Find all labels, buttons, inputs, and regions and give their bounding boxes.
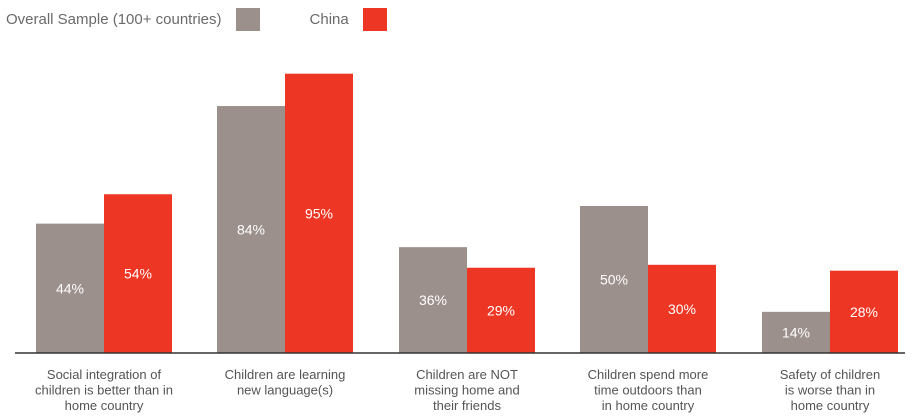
value-label-china-1: 95% — [305, 205, 333, 221]
value-label-china-4: 28% — [850, 304, 878, 320]
bar-china-0 — [104, 194, 172, 353]
legend-item-china: China — [309, 7, 387, 31]
value-label-overall-2: 36% — [419, 292, 447, 308]
bar-china-3 — [648, 264, 716, 353]
value-label-china-3: 30% — [668, 301, 696, 317]
legend-item-overall: Overall Sample (100+ countries) — [6, 7, 260, 31]
legend-swatch-overall — [235, 7, 260, 31]
legend-swatch-china — [362, 7, 387, 31]
category-label-1: Children are learning new language(s) — [225, 367, 346, 398]
category-label-2: Children are NOT missing home and their fr… — [414, 367, 520, 413]
bar-china-1 — [285, 73, 353, 353]
legend-label-china: China — [309, 10, 349, 28]
legend-label-overall: Overall Sample (100+ countries) — [6, 10, 222, 28]
value-label-china-2: 29% — [487, 302, 515, 318]
category-label-0: Social integration of children is better … — [35, 367, 173, 413]
value-label-overall-1: 84% — [237, 222, 265, 238]
value-label-overall-4: 14% — [782, 324, 810, 340]
bar-china-4 — [830, 270, 898, 353]
bar-overall-4 — [762, 311, 830, 353]
category-label-4: Safety of children is worse than in home c… — [780, 367, 880, 413]
bar-overall-2 — [399, 247, 467, 353]
category-label-3: Children spend more time outdoors than in … — [588, 367, 709, 413]
value-label-overall-3: 50% — [600, 272, 628, 288]
bar-china-2 — [467, 267, 535, 353]
bar-overall-0 — [36, 223, 104, 353]
bar-overall-3 — [580, 206, 648, 353]
bar-overall-1 — [217, 106, 285, 353]
value-label-overall-0: 44% — [56, 280, 84, 296]
value-label-china-0: 54% — [124, 266, 152, 282]
legend: Overall Sample (100+ countries) China — [6, 6, 437, 32]
